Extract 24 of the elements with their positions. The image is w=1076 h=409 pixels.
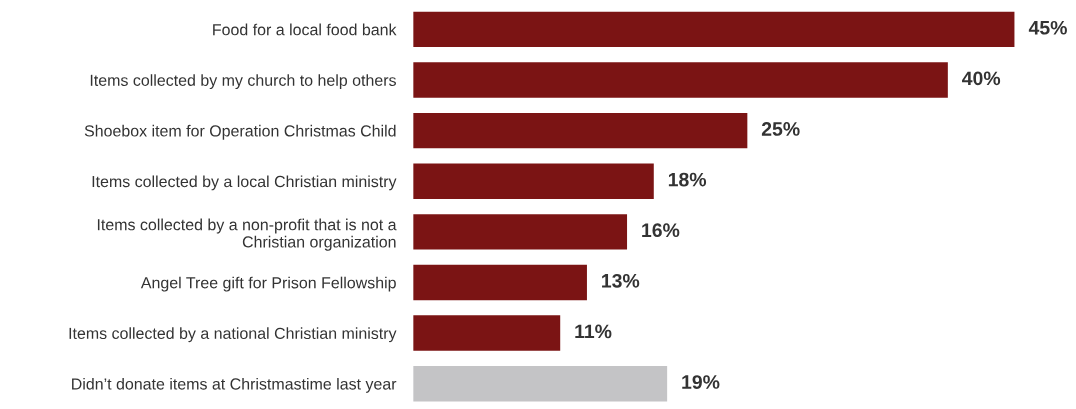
data-label: 25% — [761, 122, 800, 136]
y-tick-label: Food for a local food bank — [213, 23, 397, 36]
bar — [413, 264, 587, 301]
y-tick-label: Items collected by a local Christian ministry — [92, 175, 397, 191]
data-label: 19% — [682, 375, 720, 389]
y-tick-label: Items collected by my church to help others — [90, 74, 396, 90]
bar — [413, 365, 668, 402]
y-tick-label: Angel Tree gift for Prison Fellowship — [140, 276, 396, 292]
bar — [413, 163, 654, 199]
y-tick-label: Items collected by a national Christian ministry — [69, 327, 397, 343]
y-tick-label: Shoebox item for Operation Christmas Child — [84, 124, 396, 140]
bar — [413, 315, 561, 351]
data-label: 11% — [575, 324, 612, 339]
data-label: 40% — [962, 71, 1001, 86]
data-label: 13% — [602, 273, 640, 288]
data-label: 45% — [1028, 20, 1067, 35]
y-tick-label: Items collected by a non-profit that is not a Christian organization — [97, 218, 397, 251]
data-label: 18% — [668, 172, 707, 187]
bar — [413, 11, 1015, 48]
data-label: 16% — [642, 223, 680, 238]
bar — [413, 62, 948, 98]
y-tick-label: Didn’t donate items at Christmastime last year — [72, 377, 397, 393]
bar — [413, 214, 628, 250]
bar — [413, 112, 748, 149]
